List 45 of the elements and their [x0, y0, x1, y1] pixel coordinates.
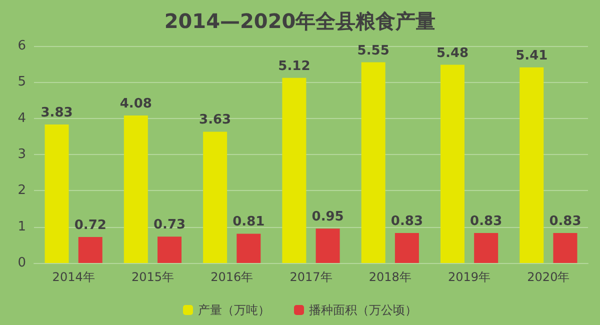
bar [158, 236, 182, 263]
data-label: 0.72 [74, 218, 106, 233]
bar [282, 78, 306, 263]
data-label: 0.83 [390, 214, 423, 229]
x-tick-label: 2019年 [448, 270, 491, 284]
x-tick-label: 2015年 [131, 270, 174, 284]
data-label: 5.41 [516, 48, 548, 64]
y-tick-label: 4 [18, 110, 26, 126]
x-tick-label: 2014年 [52, 270, 95, 284]
y-tick-label: 2 [18, 183, 26, 198]
x-tick-label: 2020年 [527, 270, 570, 284]
data-label: 0.83 [470, 214, 502, 229]
data-label: 0.83 [549, 214, 582, 229]
bar [520, 67, 544, 263]
data-label: 5.12 [278, 58, 310, 74]
bar [124, 115, 148, 263]
y-tick-label: 5 [18, 74, 26, 90]
bar [553, 232, 578, 263]
y-tick-label: 3 [18, 147, 26, 162]
bar [44, 124, 69, 263]
bar [440, 64, 464, 263]
data-label: 4.08 [120, 96, 152, 112]
bar [361, 62, 386, 263]
data-label: 5.48 [436, 46, 469, 61]
x-tick-label: 2017年 [290, 270, 332, 284]
y-tick-label: 6 [18, 38, 26, 54]
x-tick-label: 2016年 [210, 270, 254, 284]
data-label: 3.83 [40, 105, 73, 120]
data-label: 5.55 [357, 43, 390, 58]
bar [203, 132, 228, 263]
data-label: 0.81 [232, 214, 265, 230]
x-tick-label: 2018年 [368, 270, 412, 284]
bar [316, 228, 340, 263]
bar [394, 232, 419, 263]
y-tick-label: 1 [18, 219, 26, 234]
y-tick-label: 0 [18, 256, 26, 270]
data-label: 0.73 [153, 218, 186, 233]
legend-label: 产量（万吨） [198, 303, 270, 317]
bar [236, 234, 261, 263]
bar [78, 236, 102, 263]
data-label: 3.63 [199, 112, 232, 128]
bar [474, 232, 498, 263]
legend-label: 播种面积（万公顷） [309, 303, 417, 317]
data-label: 0.95 [312, 210, 344, 225]
chart-title: 2014—2020年全县粮食产量 [164, 9, 436, 33]
